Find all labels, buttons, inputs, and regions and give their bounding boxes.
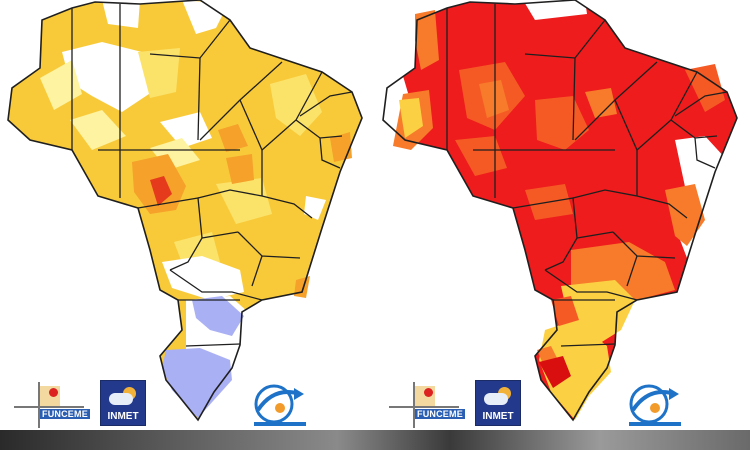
logo-row-right: FUNCEME INMET — [375, 380, 750, 430]
region-red-19 — [539, 356, 571, 388]
state-border-14 — [572, 189, 638, 199]
logo-row-left: FUNCEME INMET — [0, 380, 375, 430]
state-border-7 — [239, 99, 263, 151]
country-outline — [382, 0, 738, 422]
map-panel-right: FUNCEME INMET — [375, 0, 750, 430]
region-orange-18 — [551, 296, 579, 326]
country-fill — [8, 0, 362, 420]
country-outline — [7, 0, 363, 422]
inpe-swirl-icon — [625, 380, 685, 428]
state-border-9 — [299, 91, 353, 117]
state-border-16 — [544, 237, 578, 271]
inmet-label: INMET — [482, 411, 514, 422]
state-border-15 — [261, 195, 313, 219]
region-pale-4 — [70, 110, 126, 150]
state-border-19 — [169, 269, 263, 301]
state-border-3 — [572, 57, 576, 141]
region-orange-13 — [226, 154, 254, 184]
funceme-label: FUNCEME — [415, 409, 465, 419]
brazil-map-left — [0, 0, 375, 430]
region-pale-2 — [399, 98, 423, 138]
region-light-6 — [479, 80, 509, 118]
brazil-map-right — [375, 0, 750, 430]
region-blank-0 — [62, 42, 152, 112]
region-blue-19 — [192, 296, 244, 336]
state-border-16 — [169, 237, 203, 271]
state-border-11 — [319, 137, 341, 169]
region-blue-20 — [162, 348, 232, 418]
region-light-13 — [665, 184, 705, 246]
state-border-7 — [614, 99, 638, 151]
region-light-11 — [585, 88, 617, 118]
region-blank-2 — [102, 0, 140, 28]
funceme-label: FUNCEME — [40, 409, 90, 419]
state-border-9 — [674, 91, 728, 117]
state-border-13 — [512, 197, 614, 239]
region-orange-8 — [455, 136, 507, 176]
inpe-swirl-icon — [250, 380, 310, 428]
state-border-21 — [185, 343, 241, 347]
inmet-label: INMET — [107, 411, 139, 422]
inmet-logo: INMET — [475, 380, 521, 426]
state-border-18 — [626, 255, 638, 287]
bottom-photo-strip — [0, 430, 750, 450]
region-orange-12 — [218, 124, 248, 152]
state-border-3 — [197, 57, 201, 141]
state-border-21 — [560, 343, 616, 347]
state-border-15 — [636, 195, 688, 219]
region-blank-3 — [182, 0, 228, 34]
region-blank-21 — [304, 196, 326, 220]
inmet-logo: INMET — [100, 380, 146, 426]
state-border-19 — [544, 269, 638, 301]
region-light-4 — [415, 10, 439, 70]
funceme-logo: FUNCEME — [14, 382, 90, 428]
state-border-13 — [137, 197, 239, 239]
region-blank-17 — [162, 256, 244, 300]
region-orange-7 — [535, 96, 589, 150]
state-border-11 — [694, 137, 716, 169]
region-light-7 — [270, 74, 322, 136]
region-blank-3 — [523, 0, 587, 20]
map-panel-left: FUNCEME INMET — [0, 0, 375, 430]
funceme-logo: FUNCEME — [389, 382, 465, 428]
region-red-11 — [150, 176, 172, 206]
state-border-14 — [197, 189, 263, 199]
state-border-18 — [251, 255, 263, 287]
region-light-9 — [138, 48, 180, 98]
